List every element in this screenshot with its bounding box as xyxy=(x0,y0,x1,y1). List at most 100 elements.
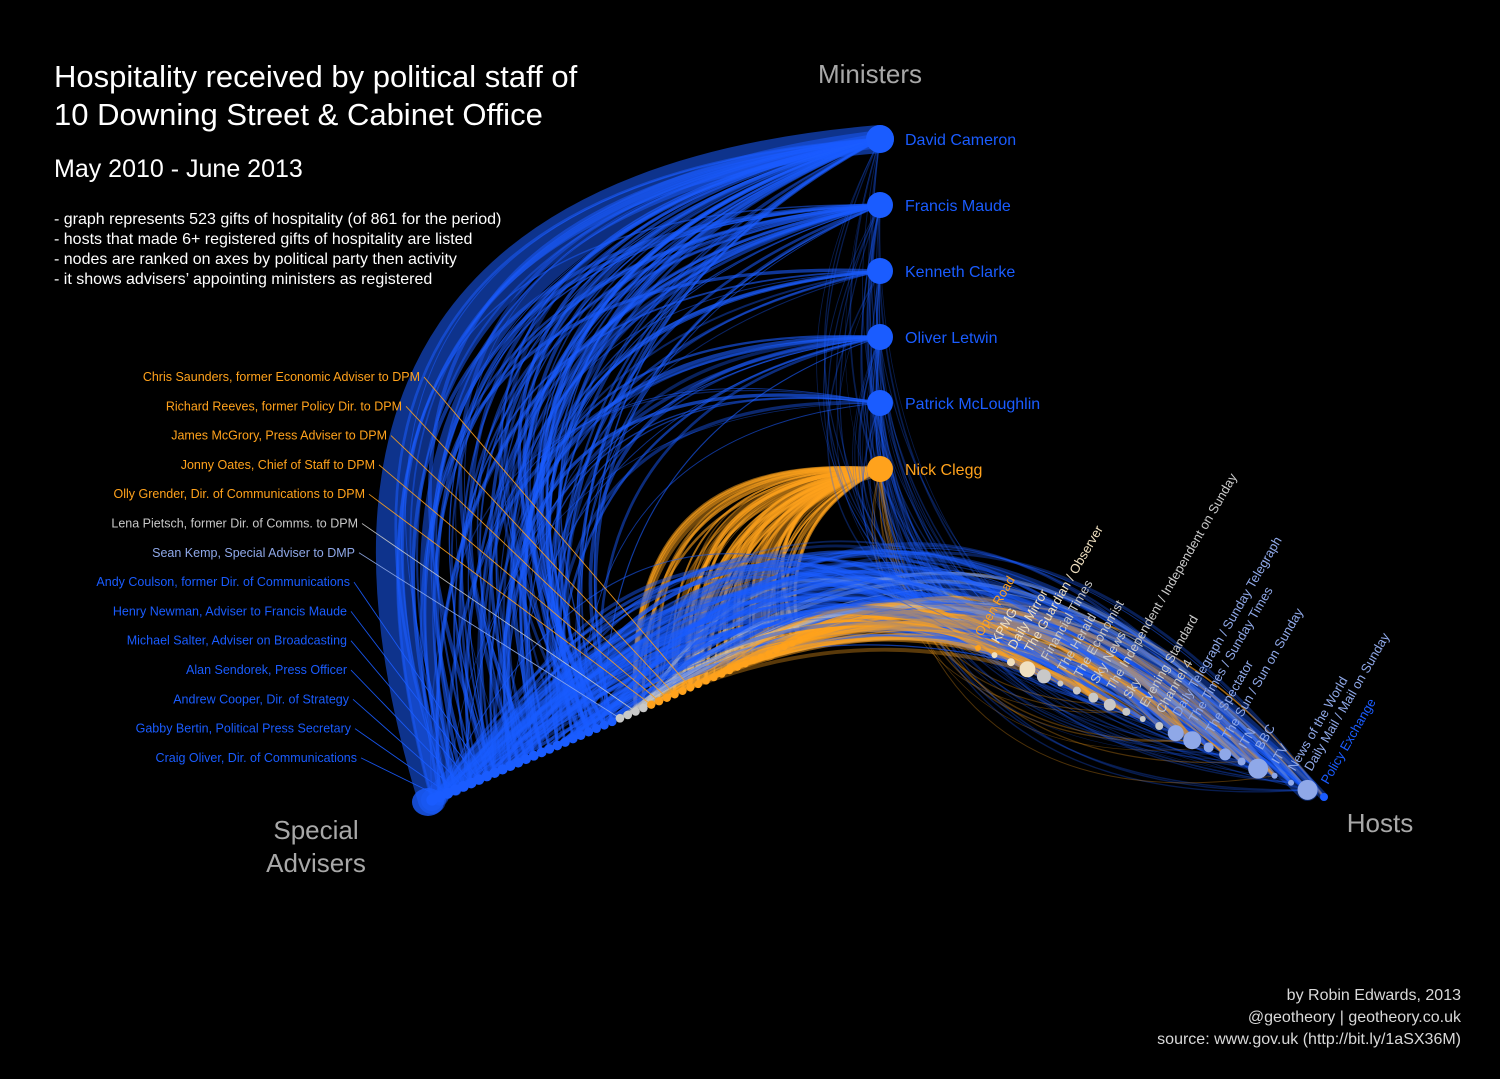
adviser-node xyxy=(662,693,671,702)
host-node[interactable] xyxy=(1203,742,1214,753)
adviser-label: Chris Saunders, former Economic Adviser … xyxy=(143,370,420,384)
adviser-node xyxy=(576,730,586,740)
minister-node[interactable] xyxy=(867,390,893,416)
adviser-label: James McGrory, Press Adviser to DPM xyxy=(171,429,387,443)
adviser-node xyxy=(647,700,656,709)
adviser-node xyxy=(591,723,601,734)
adviser-node xyxy=(497,764,508,775)
note-item: - nodes are ranked on axes by political … xyxy=(54,251,457,268)
adviser-node xyxy=(560,737,570,747)
adviser-node xyxy=(536,747,547,758)
minister-node[interactable] xyxy=(867,192,893,218)
minister-node[interactable] xyxy=(867,258,893,284)
adviser-node xyxy=(670,690,679,699)
adviser-label: Michael Salter, Adviser on Broadcasting xyxy=(127,634,347,648)
host-node[interactable] xyxy=(1237,757,1246,766)
adviser-node xyxy=(733,663,741,671)
note-item: - hosts that made 6+ registered gifts of… xyxy=(54,231,473,248)
adviser-node xyxy=(781,643,788,651)
adviser-label: Jonny Oates, Chief of Staff to DPM xyxy=(181,458,375,472)
host-node[interactable] xyxy=(1088,692,1099,703)
node-layer xyxy=(412,125,1328,816)
note-item: - graph represents 523 gifts of hospital… xyxy=(54,211,502,228)
adviser-node xyxy=(552,740,563,751)
notes-list: - graph represents 523 gifts of hospital… xyxy=(54,210,501,290)
host-node[interactable] xyxy=(1219,748,1232,761)
adviser-node xyxy=(788,640,796,647)
credit-source: source: www.gov.uk (http://bit.ly/1aSX36… xyxy=(1157,1031,1461,1048)
adviser-label: Richard Reeves, former Policy Dir. to DP… xyxy=(166,399,402,413)
host-node[interactable] xyxy=(1072,686,1081,695)
adviser-node xyxy=(686,683,695,692)
host-node[interactable] xyxy=(1103,698,1116,711)
adviser-node xyxy=(678,687,687,696)
adviser-node xyxy=(757,653,765,661)
leader-line-layer xyxy=(350,376,691,797)
adviser-axis-origin xyxy=(412,788,444,816)
minister-node[interactable] xyxy=(866,125,894,153)
host-node[interactable] xyxy=(1183,731,1202,750)
link-layer xyxy=(375,125,1328,814)
ministers-axis-label: Ministers xyxy=(817,59,922,89)
adviser-label: Lena Pietsch, former Dir. of Comms. to D… xyxy=(111,517,358,531)
advisers-axis-label-line-2: Advisers xyxy=(266,848,366,878)
host-node[interactable] xyxy=(1167,725,1184,742)
adviser-node xyxy=(710,673,718,682)
minister-label: Francis Maude xyxy=(905,198,1011,215)
adviser-label: Henry Newman, Adviser to Francis Maude xyxy=(113,604,347,618)
chart-title: Hospitality received by political staff … xyxy=(54,58,577,134)
host-node[interactable] xyxy=(1057,680,1064,687)
date-range-subtitle: May 2010 - June 2013 xyxy=(54,155,303,183)
adviser-node xyxy=(717,670,726,678)
adviser-node xyxy=(568,734,578,744)
adviser-node xyxy=(654,697,664,706)
host-node[interactable] xyxy=(1271,772,1278,779)
adviser-node xyxy=(505,760,516,772)
adviser-label: Olly Grender, Dir. of Communications to … xyxy=(114,487,365,501)
minister-label: David Cameron xyxy=(905,132,1016,149)
minister-label: Kenneth Clarke xyxy=(905,264,1015,281)
adviser-label: Andy Coulson, former Dir. of Communicati… xyxy=(96,575,350,589)
minister-label: Patrick McLoughlin xyxy=(905,396,1040,413)
host-node[interactable] xyxy=(1297,779,1318,800)
host-node[interactable] xyxy=(991,652,998,659)
minister-node[interactable] xyxy=(867,456,893,482)
adviser-label: Craig Oliver, Dir. of Communications xyxy=(156,751,357,765)
adviser-node xyxy=(489,767,500,778)
adviser-node xyxy=(749,656,757,664)
adviser-node xyxy=(623,710,633,720)
adviser-node xyxy=(765,650,773,658)
adviser-node xyxy=(607,717,617,727)
adviser-node xyxy=(615,713,625,723)
adviser-node xyxy=(773,646,780,654)
minister-label: Nick Clegg xyxy=(905,462,982,479)
adviser-node xyxy=(513,757,524,768)
adviser-node xyxy=(599,720,609,730)
title-line-1: Hospitality received by political staff … xyxy=(54,59,578,94)
credit-author: by Robin Edwards, 2013 xyxy=(1286,987,1461,1004)
host-node[interactable] xyxy=(1288,779,1295,786)
adviser-node xyxy=(544,744,555,754)
adviser-label: Alan Sendorek, Press Officer xyxy=(186,663,347,677)
adviser-node xyxy=(702,677,710,685)
title-line-2: 10 Downing Street & Cabinet Office xyxy=(54,97,543,132)
host-node[interactable] xyxy=(1155,722,1164,731)
adviser-node xyxy=(639,703,648,713)
adviser-node xyxy=(528,750,539,761)
advisers-axis-label: Special Advisers xyxy=(236,814,396,880)
host-node[interactable] xyxy=(1248,758,1269,779)
host-node[interactable] xyxy=(1122,707,1131,716)
adviser-node xyxy=(694,680,703,689)
adviser-node xyxy=(796,636,804,644)
host-node[interactable] xyxy=(975,645,981,651)
host-node[interactable] xyxy=(1019,661,1036,678)
host-node[interactable] xyxy=(1006,658,1015,667)
host-node[interactable] xyxy=(1139,715,1146,722)
host-node[interactable] xyxy=(1320,793,1328,801)
minister-node[interactable] xyxy=(867,324,893,350)
adviser-node xyxy=(520,754,531,765)
host-node[interactable] xyxy=(1036,669,1051,684)
minister-label: Oliver Letwin xyxy=(905,330,997,347)
adviser-label: Gabby Bertin, Political Press Secretary xyxy=(136,722,352,736)
hosts-axis-label: Hosts xyxy=(1346,808,1414,838)
